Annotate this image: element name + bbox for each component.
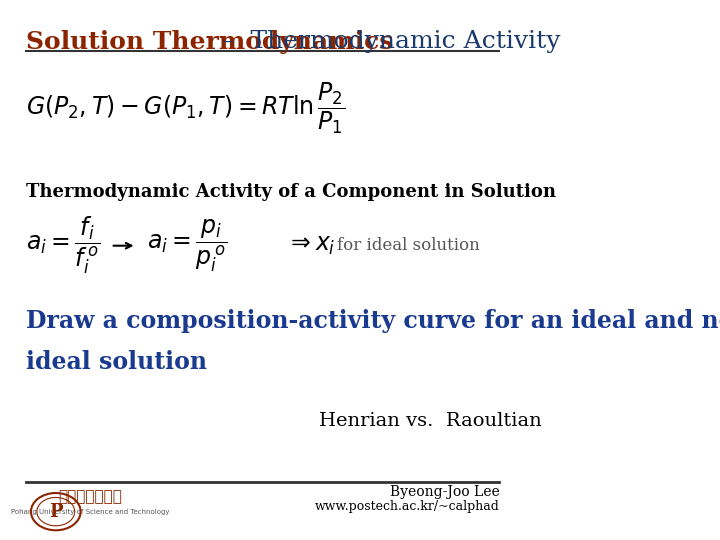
Text: –  Thermodynamic Activity: – Thermodynamic Activity (214, 30, 560, 53)
Text: Solution Thermodynamics: Solution Thermodynamics (26, 30, 393, 53)
Text: $a_i=\dfrac{f_i}{f_i^{\,o}}$: $a_i=\dfrac{f_i}{f_i^{\,o}}$ (26, 215, 100, 276)
Text: 포항공과대학교: 포항공과대학교 (58, 489, 122, 504)
Text: $G(P_2,T)-G(P_1,T)=RT\ln\dfrac{P_2}{P_1}$: $G(P_2,T)-G(P_1,T)=RT\ln\dfrac{P_2}{P_1}… (26, 80, 345, 136)
Text: $a_i=\dfrac{p_i}{p_i^{\,o}}$: $a_i=\dfrac{p_i}{p_i^{\,o}}$ (147, 217, 227, 274)
Text: for ideal solution: for ideal solution (337, 237, 480, 254)
Text: $\Rightarrow x_i$: $\Rightarrow x_i$ (286, 234, 336, 257)
Text: Draw a composition-activity curve for an ideal and non-: Draw a composition-activity curve for an… (26, 309, 720, 333)
Text: Henrian vs.  Raoultian: Henrian vs. Raoultian (319, 412, 542, 430)
Text: P: P (49, 503, 63, 521)
Text: ideal solution: ideal solution (26, 350, 207, 374)
Text: Pohang University of Science and Technology: Pohang University of Science and Technol… (11, 509, 169, 515)
Text: Thermodynamic Activity of a Component in Solution: Thermodynamic Activity of a Component in… (26, 183, 556, 201)
Text: Byeong-Joo Lee: Byeong-Joo Lee (390, 485, 500, 499)
Text: www.postech.ac.kr/~calphad: www.postech.ac.kr/~calphad (315, 500, 500, 514)
